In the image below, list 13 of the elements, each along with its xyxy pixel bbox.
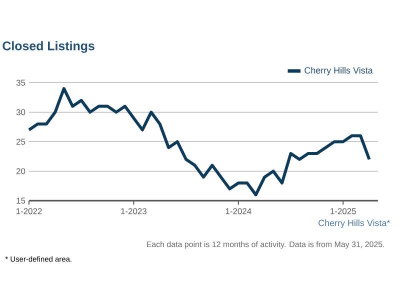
y-tick-label: 25 [16, 138, 26, 145]
x-tick-label: 1-2023 [121, 208, 147, 214]
x-axis-title: Cherry Hills Vista* [318, 220, 390, 228]
x-tick-label: 1-2025 [330, 208, 356, 214]
legend-label: Cherry Hills Vista [304, 66, 373, 76]
x-tick-label: 1-2022 [16, 208, 42, 214]
y-tick-label: 30 [16, 109, 26, 116]
chart-title: Closed Listings [2, 41, 94, 53]
y-tick-label: 35 [16, 80, 26, 86]
line-series [28, 87, 371, 196]
y-tick-label: 20 [16, 168, 26, 174]
x-tick-label: 1-2024 [226, 208, 252, 214]
y-tick-label: 15 [16, 198, 26, 204]
